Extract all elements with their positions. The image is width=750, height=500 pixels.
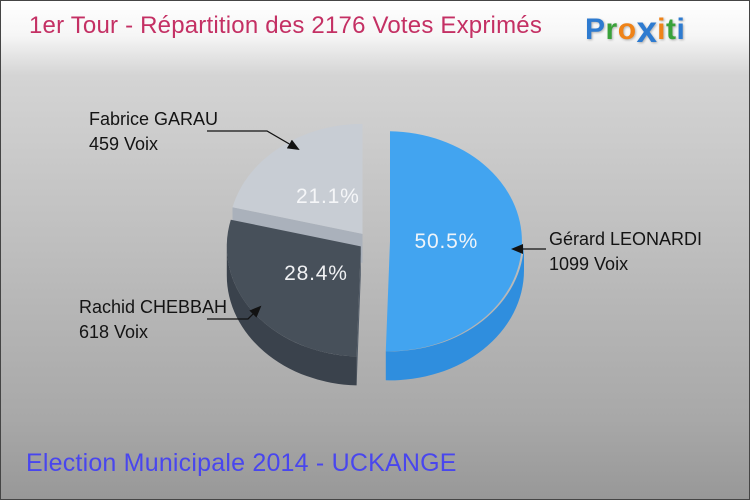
candidate-name: Rachid CHEBBAH (79, 297, 228, 317)
pie-slice (385, 131, 525, 381)
candidate-name: Fabrice GARAU (89, 109, 219, 129)
logo-letter: P (585, 13, 606, 46)
slice-top-face (232, 123, 363, 234)
logo-letter: i (657, 13, 666, 46)
footer-title: Election Municipale 2014 - UCKANGE (26, 449, 457, 477)
slice-top-face (226, 219, 361, 357)
slice-label: Rachid CHEBBAH 618 Voix (79, 295, 227, 345)
logo-letter: o (617, 13, 637, 46)
chart-title: 1er Tour - Répartition des 2176 Votes Ex… (29, 12, 543, 39)
candidate-name: Gérard LEONARDI (549, 229, 703, 249)
leader-line (207, 305, 262, 320)
slice-side-face (356, 246, 361, 386)
candidate-votes: 459 Voix (89, 134, 159, 154)
candidate-votes: 618 Voix (79, 322, 149, 342)
leader-line (207, 130, 300, 151)
logo-letter: x (636, 9, 658, 50)
logo-letter: t (665, 13, 677, 46)
slice-rim (385, 241, 525, 381)
pie-slice (226, 219, 361, 386)
slice-top-face (385, 131, 522, 352)
slice-label: Fabrice GARAU 459 Voix (89, 107, 218, 157)
logo-letter: i (676, 13, 686, 46)
candidate-votes: 1099 Voix (549, 254, 629, 274)
slice-label: Gérard LEONARDI 1099 Voix (549, 227, 702, 277)
logo-letter: r (605, 13, 618, 46)
proxiti-logo[interactable]: Proxiti (585, 9, 685, 51)
